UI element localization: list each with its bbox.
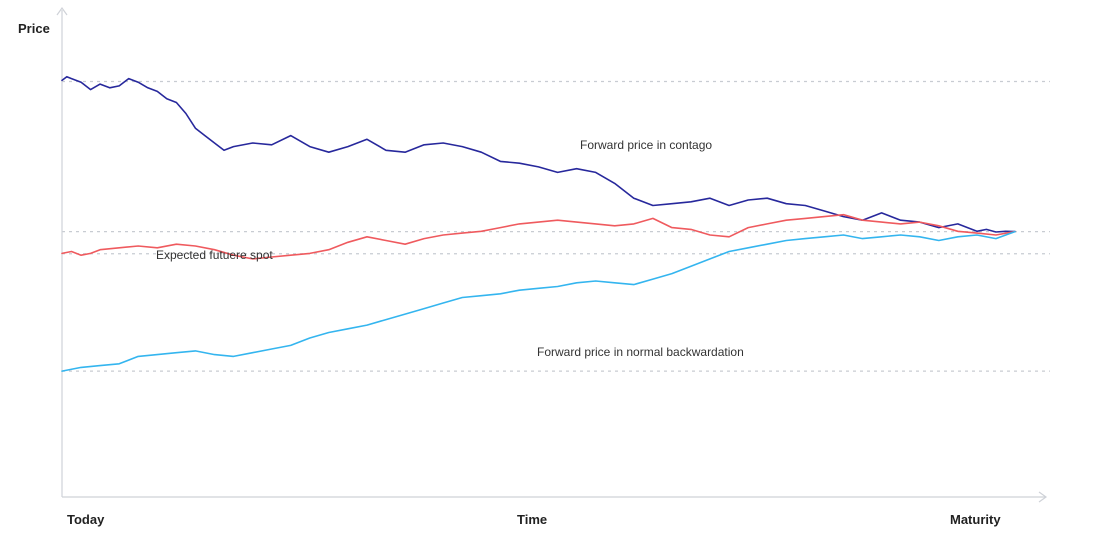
series-annotation: Expected futuere spot <box>156 248 273 262</box>
x-tick-label: Maturity <box>950 512 1001 527</box>
grid-lines <box>62 80 1050 372</box>
series-line-2 <box>61 230 1016 372</box>
x-axis-arrow-icon <box>1038 491 1048 503</box>
x-tick-label: Today <box>67 512 105 527</box>
x-tick-label: Time <box>517 512 547 527</box>
series-line-0 <box>61 75 1016 233</box>
y-axis-arrow-icon <box>56 6 68 16</box>
series-annotation: Forward price in contago <box>580 138 712 152</box>
series-line-1 <box>61 213 1016 260</box>
series-annotation: Forward price in normal backwardation <box>537 345 744 359</box>
y-axis-title: Price <box>18 21 50 36</box>
series-lines <box>61 75 1016 372</box>
